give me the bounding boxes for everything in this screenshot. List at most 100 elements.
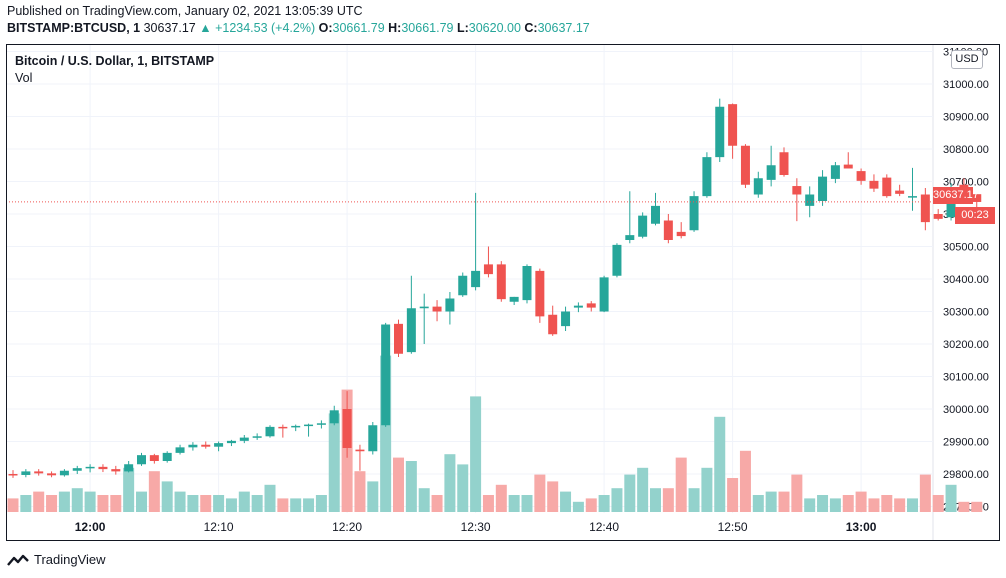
volume-bar	[315, 495, 327, 512]
currency-button[interactable]: USD	[951, 50, 983, 69]
y-tick-label: 30800.00	[943, 144, 989, 156]
price-change: ▲ +1234.53 (+4.2%)	[199, 21, 316, 35]
candle-body	[85, 466, 95, 469]
volume-bar	[855, 491, 867, 512]
candle-body	[278, 426, 288, 429]
volume-bar	[482, 495, 494, 512]
volume-bar	[405, 461, 417, 512]
volume-bar	[508, 495, 520, 512]
candle-body	[239, 437, 249, 441]
volume-bar	[393, 457, 404, 512]
y-tick-label: 30700.00	[943, 177, 989, 189]
volume-bar	[585, 498, 597, 512]
candle-body	[201, 444, 211, 447]
published-label: Published on TradingView.com, January 02…	[7, 4, 363, 18]
volume-bar	[470, 396, 482, 512]
volume-bar	[20, 495, 32, 512]
candle-body	[843, 164, 853, 169]
volume-bar	[161, 481, 173, 512]
volume-bar	[701, 467, 713, 512]
volume-bar	[534, 474, 546, 512]
volume-bar	[547, 481, 559, 512]
open-value: 30661.79	[332, 21, 385, 35]
candle-body	[175, 447, 185, 453]
volume-bar	[572, 501, 584, 512]
y-tick-label: 31000.00	[943, 79, 989, 91]
x-tick-label: 12:20	[332, 520, 362, 534]
volume-bar	[611, 488, 623, 512]
candle-body	[663, 220, 673, 240]
volume-bar	[765, 491, 777, 512]
volume-bar	[187, 495, 199, 512]
volume-bar	[148, 471, 160, 512]
chart-frame	[6, 44, 1000, 541]
candle-body	[47, 473, 57, 476]
close-label: C:	[524, 21, 538, 35]
chart-legend: Bitcoin / U.S. Dollar, 1, BITSTAMP Vol	[15, 53, 214, 87]
high-value: 30661.79	[401, 21, 454, 35]
y-tick-label: 30200.00	[943, 339, 989, 351]
volume-bar	[817, 495, 829, 512]
candle-body	[355, 449, 365, 452]
candle-body	[72, 468, 82, 471]
candle-body	[291, 425, 301, 428]
candle-body	[548, 314, 558, 335]
open-label: O:	[318, 21, 333, 35]
volume-bar	[650, 488, 661, 512]
candle-body	[651, 205, 660, 224]
candle-body	[304, 424, 314, 427]
y-tick-label: 30000.00	[943, 404, 989, 416]
volume-bar	[624, 474, 636, 512]
candle-body	[59, 470, 69, 476]
volume-bar	[971, 501, 983, 512]
volume-bar	[945, 484, 957, 512]
symbol-label: BITSTAMP:BTCUSD, 1	[7, 21, 141, 35]
volume-bar	[136, 491, 147, 512]
x-tick-label: 13:00	[846, 520, 877, 534]
volume-bar	[200, 495, 212, 512]
candle-body	[792, 186, 802, 195]
legend-title: Bitcoin / U.S. Dollar, 1, BITSTAMP	[15, 54, 215, 68]
candle-body	[612, 244, 622, 276]
candle-body	[368, 425, 378, 452]
volume-bar	[328, 413, 340, 512]
candle-body	[766, 165, 776, 180]
y-tick-label: 29800.00	[943, 469, 989, 481]
volume-bar	[932, 495, 944, 512]
volume-bar	[560, 491, 572, 512]
volume-bar	[829, 498, 841, 512]
candle-body	[265, 426, 275, 437]
volume-bar	[868, 498, 880, 512]
volume-bar	[521, 495, 533, 512]
candle-body	[111, 469, 121, 472]
candle-body	[599, 277, 609, 312]
volume-bar	[264, 484, 276, 512]
candle-body	[381, 324, 391, 426]
tradingview-logo[interactable]: TradingView	[7, 552, 106, 567]
volume-bar	[894, 498, 906, 512]
volume-bar	[752, 495, 764, 512]
candle-body	[830, 165, 840, 179]
candle-body	[740, 145, 750, 185]
candle-body	[149, 455, 159, 461]
x-tick-label: 12:10	[204, 520, 234, 534]
legend-volume: Vol	[15, 71, 33, 85]
volume-bar	[791, 474, 803, 512]
volume-bar	[739, 450, 751, 512]
candle-body	[34, 471, 44, 474]
candle-body	[535, 270, 545, 317]
candle-body	[908, 196, 917, 198]
candle-body	[869, 180, 879, 189]
candle-body	[458, 275, 468, 296]
y-tick-label: 30900.00	[943, 112, 989, 124]
volume-bar	[84, 491, 96, 512]
candle-body	[445, 298, 455, 312]
x-tick-label: 12:30	[461, 520, 491, 534]
volume-bar	[290, 498, 302, 512]
volume-bar	[431, 495, 443, 512]
candle-body	[728, 104, 738, 146]
y-tick-label: 30100.00	[943, 372, 989, 384]
volume-bar	[688, 488, 700, 512]
last-price: 30637.17	[143, 21, 196, 35]
